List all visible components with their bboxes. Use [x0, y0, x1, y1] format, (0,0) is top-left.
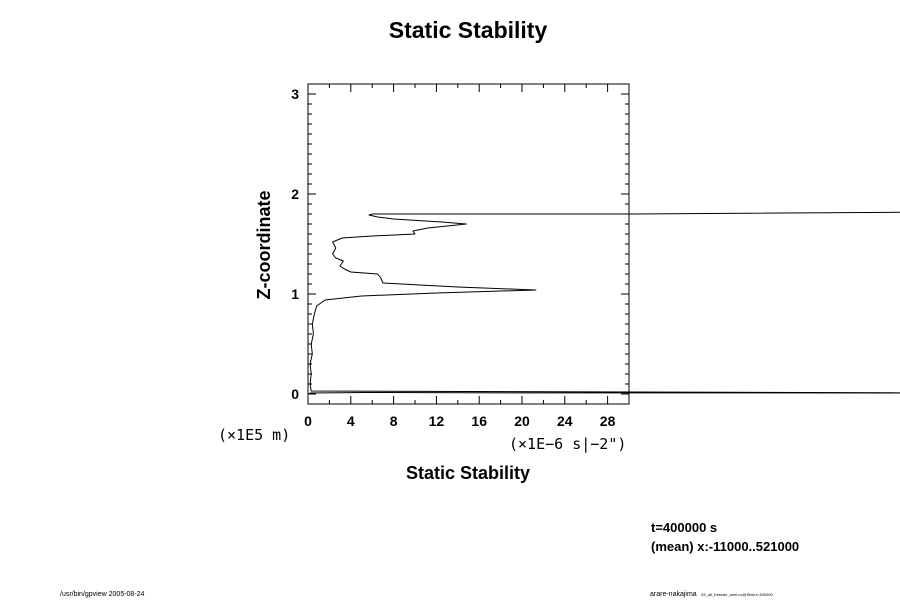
footer-left: /usr/bin/gpview 2005-08-24 [60, 591, 145, 598]
x-tick-label: 20 [514, 413, 530, 429]
y-axis-label: Z-coordinate [254, 190, 274, 299]
data-layer [308, 211, 900, 395]
y-axis-unit: (×1E5 m) [218, 426, 290, 444]
footer-right-sub: 03_all_Kessler_anel.nc@Stab,t=400000 [701, 592, 773, 597]
x-tick-label: 24 [557, 413, 573, 429]
x-tick-label: 12 [429, 413, 445, 429]
x-tick-label: 0 [304, 413, 312, 429]
y-tick-label: 1 [291, 286, 299, 302]
x-tick-label: 16 [471, 413, 487, 429]
series-line [308, 211, 900, 395]
x-tick-label: 4 [347, 413, 355, 429]
x-tick-label: 28 [600, 413, 616, 429]
y-tick-label: 0 [291, 386, 299, 402]
footer-right: arare-nakajima 03_all_Kessler_anel.nc@St… [650, 583, 773, 600]
plot-frame [307, 83, 630, 405]
y-tick-label: 3 [291, 86, 299, 102]
x-axis-label: Static Stability [406, 463, 530, 483]
x-tick-label: 8 [390, 413, 398, 429]
time-label: t=400000 s [651, 520, 717, 535]
y-tick-label: 2 [291, 186, 299, 202]
footer-right-main: arare-nakajima [650, 591, 697, 598]
mean-range-label: (mean) x:-11000..521000 [651, 539, 799, 554]
x-axis-unit: (×1E−6 s|−2") [509, 435, 626, 453]
chart-title: Static Stability [389, 17, 548, 43]
